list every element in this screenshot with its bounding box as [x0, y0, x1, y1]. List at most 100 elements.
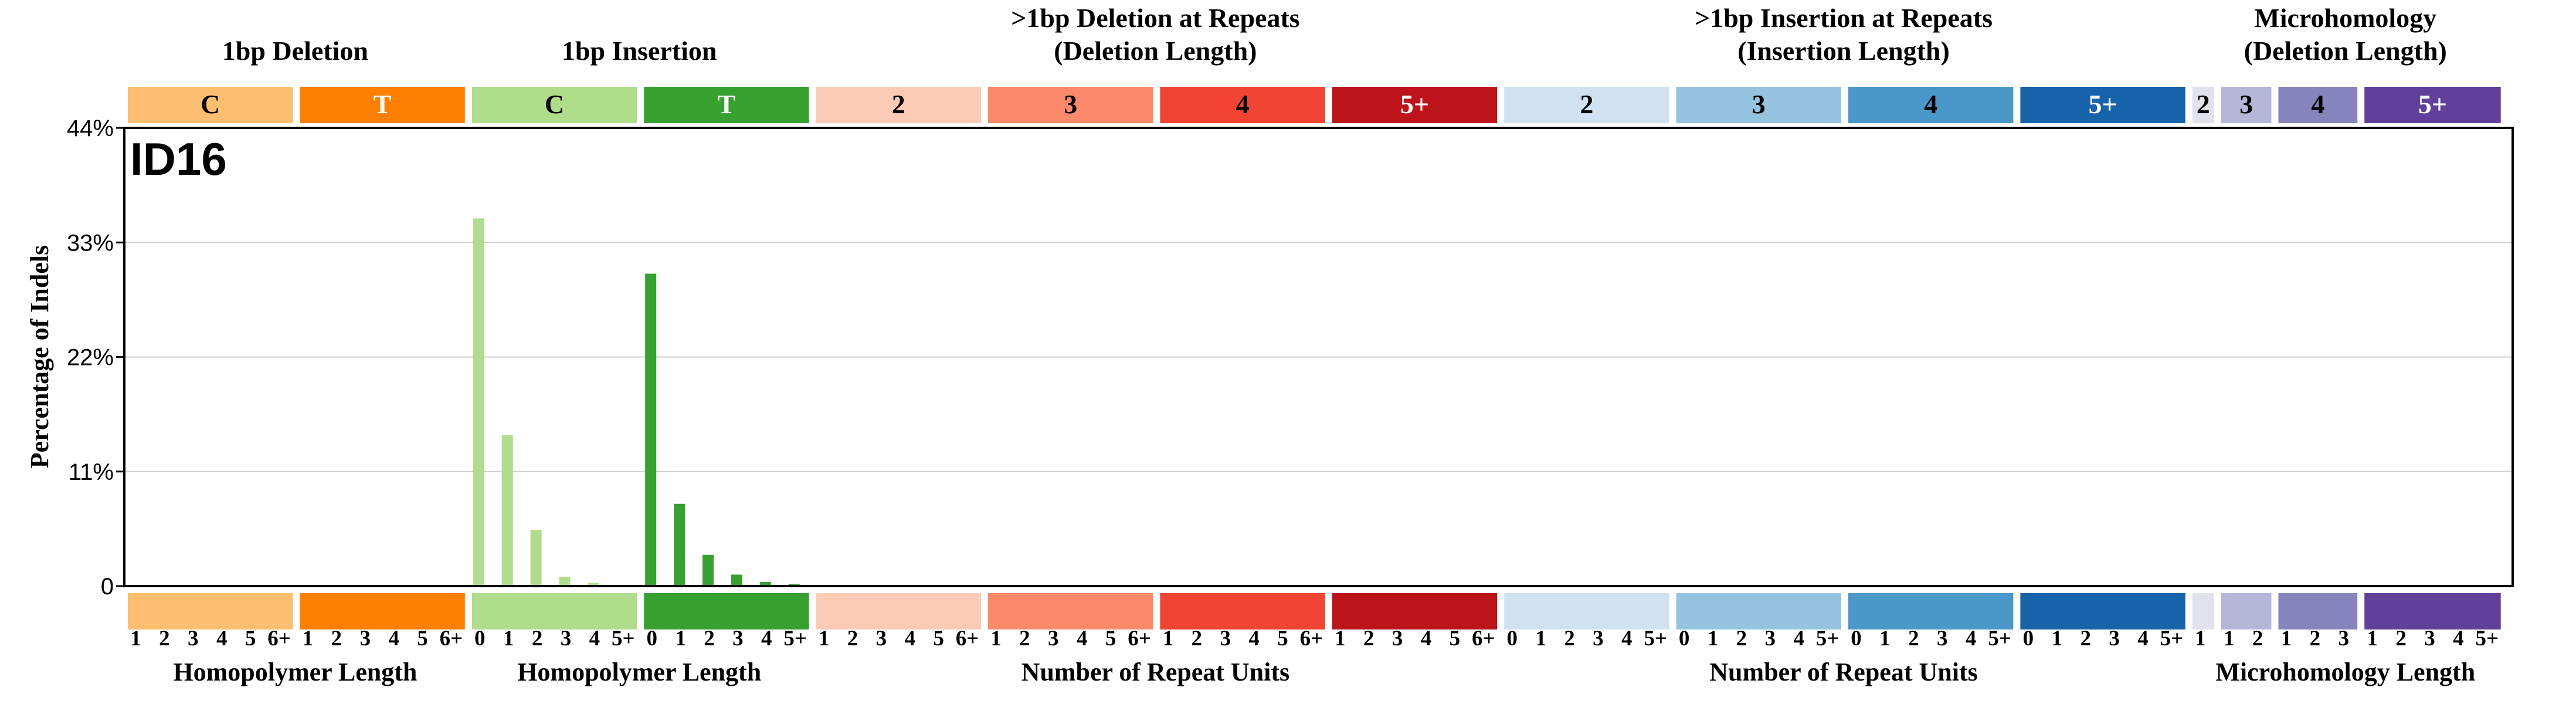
x-tick-label: 3	[1593, 627, 1604, 651]
category-header-box	[1848, 87, 2014, 123]
x-tick-label: 5+	[2476, 627, 2499, 651]
x-tick-label: 1	[1708, 627, 1719, 651]
grid-lines	[124, 242, 2513, 472]
category-footer-box	[2364, 593, 2501, 629]
category-footer-box	[988, 593, 1153, 629]
top-group-label: 1bp Deletion	[222, 36, 368, 66]
bottom-group-label: Number of Repeat Units	[1709, 658, 1978, 686]
category-header-box	[1332, 87, 1498, 123]
category-header-box	[471, 87, 637, 123]
category-footer-box	[2192, 593, 2214, 629]
y-tick-label: 22%	[67, 345, 114, 371]
x-tick-label: 4	[1966, 627, 1977, 651]
x-tick-label: 4	[2453, 627, 2464, 651]
x-tick-label: 4	[1248, 627, 1260, 651]
y-axis-label: Percentage of Indels	[25, 245, 54, 468]
bottom-group-label: Homopolymer Length	[173, 658, 417, 686]
x-tick-label: 3	[2424, 627, 2435, 651]
x-tick-label: 6+	[1300, 627, 1323, 651]
x-tick-label: 5+	[2160, 627, 2184, 651]
x-tick-label: 4	[1621, 627, 1633, 651]
top-group-label: Microhomology	[2254, 3, 2436, 33]
x-tick-label: 4	[905, 627, 916, 651]
category-header-label: 4	[1924, 89, 1937, 119]
category-header-label: 4	[1236, 89, 1250, 119]
x-tick-label: 1	[1879, 627, 1891, 651]
x-tick-label: 0	[2023, 627, 2034, 651]
x-tick-label: 2	[1908, 627, 1919, 651]
category-header-box	[1504, 87, 1669, 123]
category-header-box	[2192, 87, 2214, 123]
bar	[645, 273, 657, 586]
x-tick-label: 2	[2080, 627, 2091, 651]
category-header-box	[816, 87, 981, 123]
top-group-label: >1bp Insertion at Repeats	[1695, 3, 1993, 33]
bar	[501, 435, 513, 586]
x-tick-label: 3	[1937, 627, 1948, 651]
x-tick-label: 1	[675, 627, 686, 651]
x-tick-label: 5+	[612, 627, 635, 651]
y-axis-ticks: 0 11% 22% 33% 44%	[67, 116, 124, 600]
category-header-label: 3	[2239, 89, 2253, 119]
x-tick-label: 3	[1220, 627, 1231, 651]
x-tick-label: 4	[216, 627, 228, 651]
category-header-label: 5+	[2418, 89, 2447, 119]
category-header-box	[644, 87, 809, 123]
x-tick-label: 4	[1793, 627, 1804, 651]
x-tick-label: 6+	[267, 627, 291, 651]
bottom-group-label: Microhomology Length	[2215, 658, 2475, 686]
x-tick-label: 3	[561, 627, 572, 651]
category-header-label: 5+	[1400, 89, 1429, 119]
category-footer-box	[471, 593, 637, 629]
category-header-box	[128, 87, 293, 123]
x-tick-label: 5	[1105, 627, 1116, 651]
x-tick-label: 3	[359, 627, 371, 651]
bar	[588, 583, 599, 586]
x-tick-label: 2	[1192, 627, 1203, 651]
x-tick-label: 5+	[783, 627, 807, 651]
category-header-box	[300, 87, 465, 123]
bar	[674, 503, 685, 586]
category-header-label: 5+	[2088, 89, 2117, 119]
category-footer-box	[2221, 593, 2272, 629]
x-tick-label: 1	[990, 627, 1002, 651]
x-tick-label: 0	[1851, 627, 1862, 651]
x-tick-label: 2	[331, 627, 342, 651]
x-tick-label: 5	[933, 627, 944, 651]
x-tick-label: 5+	[1644, 627, 1667, 651]
x-tick-label: 5	[417, 627, 428, 651]
x-tick-label: 2	[159, 627, 170, 651]
x-tick-label: 1	[1335, 627, 1346, 651]
y-tick-label: 33%	[67, 230, 114, 256]
x-tick-label: 3	[1765, 627, 1776, 651]
x-tick-label: 6+	[1472, 627, 1495, 651]
category-footer-box	[1332, 593, 1498, 629]
category-footer-box	[1848, 593, 2014, 629]
x-tick-label: 4	[589, 627, 600, 651]
x-tick-label: 5+	[1816, 627, 1839, 651]
category-header-box	[2364, 87, 2501, 123]
bottom-labels: Homopolymer Length Homopolymer Length Numb…	[173, 658, 2475, 686]
x-tick-label: 4	[1077, 627, 1088, 651]
x-tick-label: 1	[303, 627, 314, 651]
category-header-label: 3	[1064, 89, 1077, 119]
bars	[473, 218, 800, 586]
x-tick-label: 5	[1277, 627, 1288, 651]
x-tick-label: 6+	[440, 627, 463, 651]
top-group-label: (Insertion Length)	[1737, 36, 1950, 66]
category-header-box	[988, 87, 1153, 123]
y-tick-label: 0	[101, 574, 114, 600]
x-tick-label: 2	[2310, 627, 2321, 651]
category-header-label: 2	[2197, 89, 2210, 119]
x-tick-label: 1	[2224, 627, 2235, 651]
x-tick-label: 0	[1679, 627, 1690, 651]
category-header-box	[2020, 87, 2185, 123]
bar	[731, 574, 742, 586]
top-group-label: (Deletion Length)	[2244, 36, 2447, 66]
x-tick-label: 1	[1535, 627, 1546, 651]
bottom-group-label: Number of Repeat Units	[1021, 658, 1290, 686]
x-tick-label: 4	[388, 627, 399, 651]
category-header-box	[1160, 87, 1325, 123]
category-footer-box	[2278, 593, 2358, 629]
